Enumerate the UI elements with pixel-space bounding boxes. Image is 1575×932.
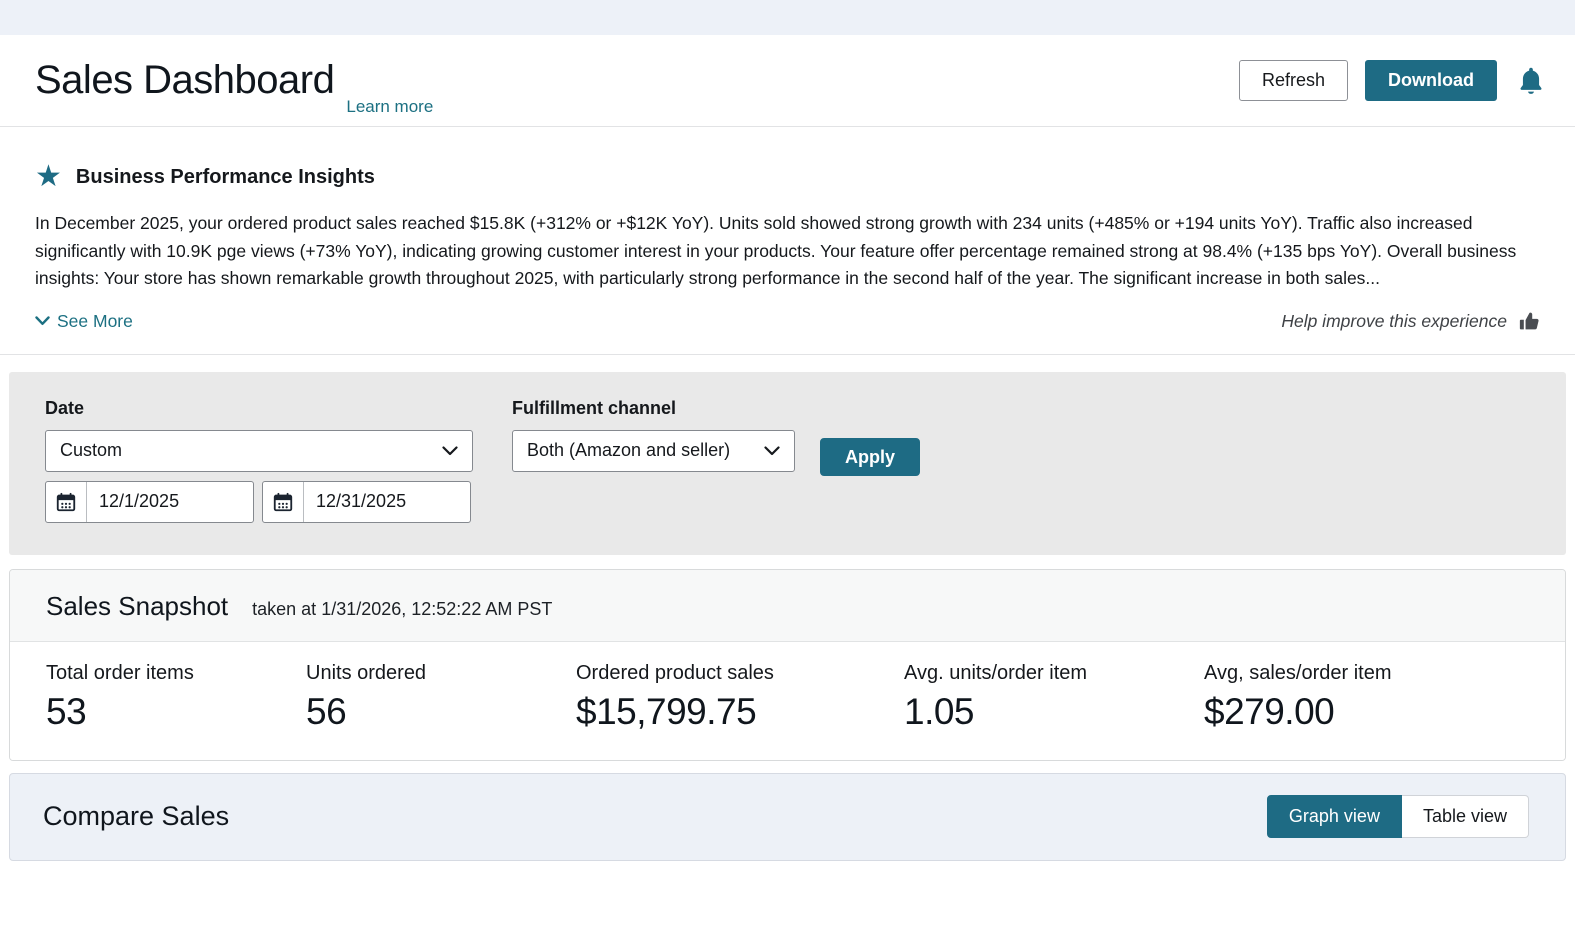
graph-view-button[interactable]: Graph view [1266,795,1402,839]
business-performance-insights-section: ★ Business Performance Insights In Decem… [0,127,1575,354]
feedback-label: Help improve this experience [1281,310,1507,331]
learn-more-link[interactable]: Learn more [346,97,434,116]
end-date-value[interactable]: 12/31/2025 [316,491,407,512]
notifications-bell-icon[interactable] [1517,66,1545,96]
compare-sales-title: Compare Sales [43,801,230,832]
calendar-icon[interactable] [263,481,304,522]
metric-label: Avg, sales/order item [1204,661,1392,684]
metric-avg-sales-per-order-item: Avg, sales/order item $279.00 [1204,662,1392,733]
metric-ordered-product-sales: Ordered product sales $15,799.75 [576,662,904,733]
metric-label: Ordered product sales [576,661,774,684]
sales-snapshot-section: Sales Snapshot taken at 1/31/2026, 12:52… [9,568,1566,761]
metric-total-order-items: Total order items 53 [46,662,306,733]
metric-value: 1.05 [904,690,975,732]
view-toggle: Graph view Table view [1266,795,1529,839]
see-more-label: See More [57,310,133,331]
top-strip [0,0,1575,35]
see-more-link[interactable]: See More [35,311,133,332]
date-filter-group: Date Custom 12/1/2025 [45,398,479,523]
metric-value: $279.00 [1204,690,1335,732]
thumbs-up-icon[interactable] [1519,311,1540,332]
fulfillment-filter-label: Fulfillment channel [512,397,677,418]
fulfillment-channel-select[interactable]: Both (Amazon and seller) [512,429,795,472]
metric-label: Avg. units/order item [904,661,1088,684]
start-date-input[interactable]: 12/1/2025 [45,480,254,523]
date-range-value: Custom [60,440,123,461]
section-divider [0,353,1575,355]
star-icon: ★ [35,160,62,193]
metric-value: 56 [306,690,347,732]
metric-units-ordered: Units ordered 56 [306,662,576,733]
page-title: Sales Dashboard [35,58,335,102]
chevron-down-icon [442,446,458,455]
metric-label: Units ordered [306,661,427,684]
compare-sales-section: Compare Sales Graph view Table view [9,772,1566,861]
fulfillment-filter-group: Fulfillment channel Both (Amazon and sel… [512,398,795,472]
metric-avg-units-per-order-item: Avg. units/order item 1.05 [904,662,1204,733]
metric-value: $15,799.75 [576,690,757,732]
metric-value: 53 [46,690,87,732]
filter-panel: Date Custom 12/1/2025 [9,371,1566,555]
metric-label: Total order items [46,661,194,684]
insights-body-text: In December 2025, your ordered product s… [35,213,1517,289]
refresh-button[interactable]: Refresh [1238,60,1348,101]
apply-button[interactable]: Apply [820,437,921,476]
chevron-down-icon [764,446,780,455]
snapshot-metrics-row: Total order items 53 Units ordered 56 Or… [10,641,1565,760]
table-view-button[interactable]: Table view [1401,795,1529,839]
download-button[interactable]: Download [1365,60,1497,101]
feedback-prompt: Help improve this experience [1281,311,1540,332]
chevron-down-icon [35,316,50,326]
date-filter-label: Date [45,397,85,418]
end-date-input[interactable]: 12/31/2025 [262,480,471,523]
page-header: Sales Dashboard Learn more Refresh Downl… [0,35,1575,127]
snapshot-timestamp: taken at 1/31/2026, 12:52:22 AM PST [252,598,553,619]
date-range-select[interactable]: Custom [45,429,473,472]
sales-snapshot-title: Sales Snapshot [46,590,229,621]
insights-title: Business Performance Insights [75,165,375,188]
start-date-value[interactable]: 12/1/2025 [99,491,180,512]
header-actions: Refresh Download [1238,60,1545,101]
calendar-icon[interactable] [46,481,87,522]
fulfillment-channel-value: Both (Amazon and seller) [527,440,731,461]
